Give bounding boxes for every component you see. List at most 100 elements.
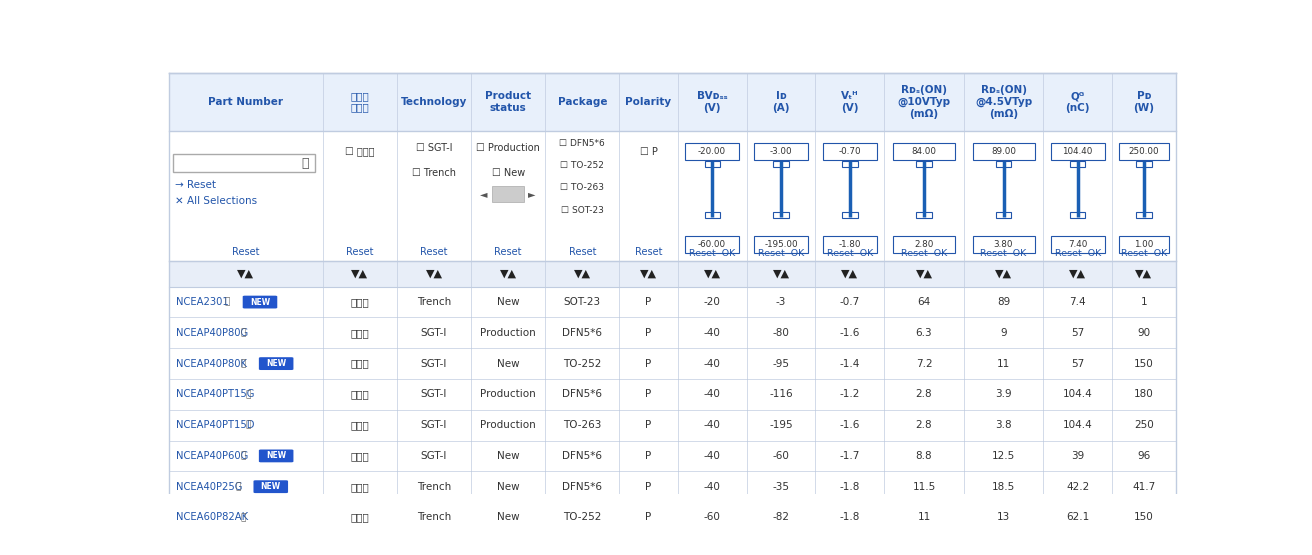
Text: Reset  OK: Reset OK (1055, 249, 1101, 258)
Text: SGT-I: SGT-I (421, 359, 447, 369)
Text: ⚾: ⚾ (240, 329, 245, 337)
FancyBboxPatch shape (996, 161, 1012, 167)
Text: Trench: Trench (417, 512, 451, 522)
Text: Reset  OK: Reset OK (980, 249, 1027, 258)
Text: Reset  OK: Reset OK (901, 249, 947, 258)
Text: Pᴅ
(W): Pᴅ (W) (1134, 91, 1155, 113)
Text: DFN5*6: DFN5*6 (563, 390, 602, 400)
Text: ☐ 车规级: ☐ 车规级 (345, 147, 374, 157)
Text: ▼▲: ▼▲ (500, 269, 517, 279)
Text: ⚾: ⚾ (245, 421, 252, 430)
Text: 180: 180 (1134, 390, 1153, 400)
FancyBboxPatch shape (258, 511, 294, 524)
Text: -95: -95 (773, 359, 790, 369)
Text: 11: 11 (997, 359, 1010, 369)
FancyBboxPatch shape (1119, 143, 1169, 160)
Text: 96: 96 (1138, 451, 1151, 461)
Text: ☐ Production: ☐ Production (476, 143, 541, 153)
FancyBboxPatch shape (685, 236, 739, 253)
Text: 57: 57 (1071, 328, 1084, 338)
Text: Rᴅₛ(ON)
@4.5VTyp
(mΩ): Rᴅₛ(ON) @4.5VTyp (mΩ) (975, 85, 1033, 119)
Text: NCEAP40PT15G: NCEAP40PT15G (176, 390, 255, 400)
Text: Reset  OK: Reset OK (1120, 249, 1168, 258)
Text: -60: -60 (703, 512, 720, 522)
Text: Reset: Reset (635, 246, 663, 256)
FancyBboxPatch shape (823, 236, 876, 253)
FancyBboxPatch shape (842, 161, 858, 167)
Text: NEW: NEW (261, 482, 281, 491)
FancyBboxPatch shape (169, 471, 1176, 502)
Text: ◄: ◄ (480, 189, 488, 199)
Text: NCEAP40P80G: NCEAP40P80G (176, 328, 248, 338)
Text: -195: -195 (769, 420, 792, 430)
Text: 90: 90 (1138, 328, 1151, 338)
Text: 8.8: 8.8 (916, 451, 933, 461)
Text: ✕ All Selections: ✕ All Selections (176, 196, 257, 206)
Text: ⚾: ⚾ (240, 451, 245, 461)
Text: -40: -40 (703, 328, 720, 338)
Text: DFN5*6: DFN5*6 (563, 451, 602, 461)
Text: ▼▲: ▼▲ (773, 269, 790, 279)
FancyBboxPatch shape (169, 502, 1176, 533)
Text: ☐ TO-252: ☐ TO-252 (560, 162, 605, 170)
FancyBboxPatch shape (972, 143, 1035, 160)
Text: ⚾: ⚾ (240, 513, 245, 522)
FancyBboxPatch shape (169, 379, 1176, 410)
FancyBboxPatch shape (173, 154, 315, 172)
Text: -80: -80 (773, 328, 790, 338)
Text: 150: 150 (1134, 512, 1153, 522)
Text: TO-263: TO-263 (563, 420, 601, 430)
FancyBboxPatch shape (916, 161, 932, 167)
Text: ☐ SOT-23: ☐ SOT-23 (562, 206, 604, 215)
Text: -60.00: -60.00 (698, 240, 727, 249)
Text: 64: 64 (917, 297, 930, 307)
Text: New: New (497, 451, 520, 461)
Text: 7.4: 7.4 (1069, 297, 1086, 307)
Text: Rᴅₛ(ON)
@10VTyp
(mΩ): Rᴅₛ(ON) @10VTyp (mΩ) (897, 85, 951, 119)
Text: -1.6: -1.6 (840, 420, 861, 430)
Text: SGT-I: SGT-I (421, 451, 447, 461)
Text: P: P (646, 512, 652, 522)
Text: 89.00: 89.00 (991, 147, 1015, 156)
Text: ⚾: ⚾ (224, 297, 230, 306)
Text: 9: 9 (1000, 328, 1006, 338)
Text: ▼▲: ▼▲ (994, 269, 1012, 279)
Text: 车规级: 车规级 (350, 359, 369, 369)
FancyBboxPatch shape (1071, 211, 1085, 218)
Text: 13: 13 (997, 512, 1010, 522)
Text: SGT-I: SGT-I (421, 328, 447, 338)
Text: NEW: NEW (266, 451, 286, 461)
Text: ⚾: ⚾ (245, 390, 252, 399)
Text: NEW: NEW (249, 297, 270, 306)
Text: ⌕: ⌕ (300, 157, 308, 170)
Text: -82: -82 (773, 512, 790, 522)
Text: New: New (497, 512, 520, 522)
Text: -40: -40 (703, 482, 720, 492)
FancyBboxPatch shape (1136, 161, 1152, 167)
Text: ☐ TO-263: ☐ TO-263 (560, 184, 605, 193)
FancyBboxPatch shape (705, 211, 720, 218)
Text: 车规级: 车规级 (350, 297, 369, 307)
Text: Iᴅ
(A): Iᴅ (A) (773, 91, 790, 113)
FancyBboxPatch shape (243, 296, 277, 309)
Text: -1.2: -1.2 (840, 390, 861, 400)
Text: 150: 150 (1134, 359, 1153, 369)
Text: 89: 89 (997, 297, 1010, 307)
FancyBboxPatch shape (893, 236, 955, 253)
Text: ▼▲: ▼▲ (841, 269, 858, 279)
FancyBboxPatch shape (893, 143, 955, 160)
Text: -1.4: -1.4 (840, 359, 861, 369)
Text: ▼▲: ▼▲ (237, 269, 255, 279)
Text: 车规级: 车规级 (350, 512, 369, 522)
FancyBboxPatch shape (169, 410, 1176, 441)
Text: TO-252: TO-252 (563, 359, 601, 369)
Text: 11.5: 11.5 (912, 482, 935, 492)
Text: P: P (646, 297, 652, 307)
Text: 39: 39 (1071, 451, 1084, 461)
Text: 车规级: 车规级 (350, 390, 369, 400)
Text: 2.80: 2.80 (914, 240, 934, 249)
Text: NCEA2301: NCEA2301 (176, 297, 230, 307)
Text: -40: -40 (703, 390, 720, 400)
Text: 42.2: 42.2 (1067, 482, 1089, 492)
FancyBboxPatch shape (842, 211, 858, 218)
